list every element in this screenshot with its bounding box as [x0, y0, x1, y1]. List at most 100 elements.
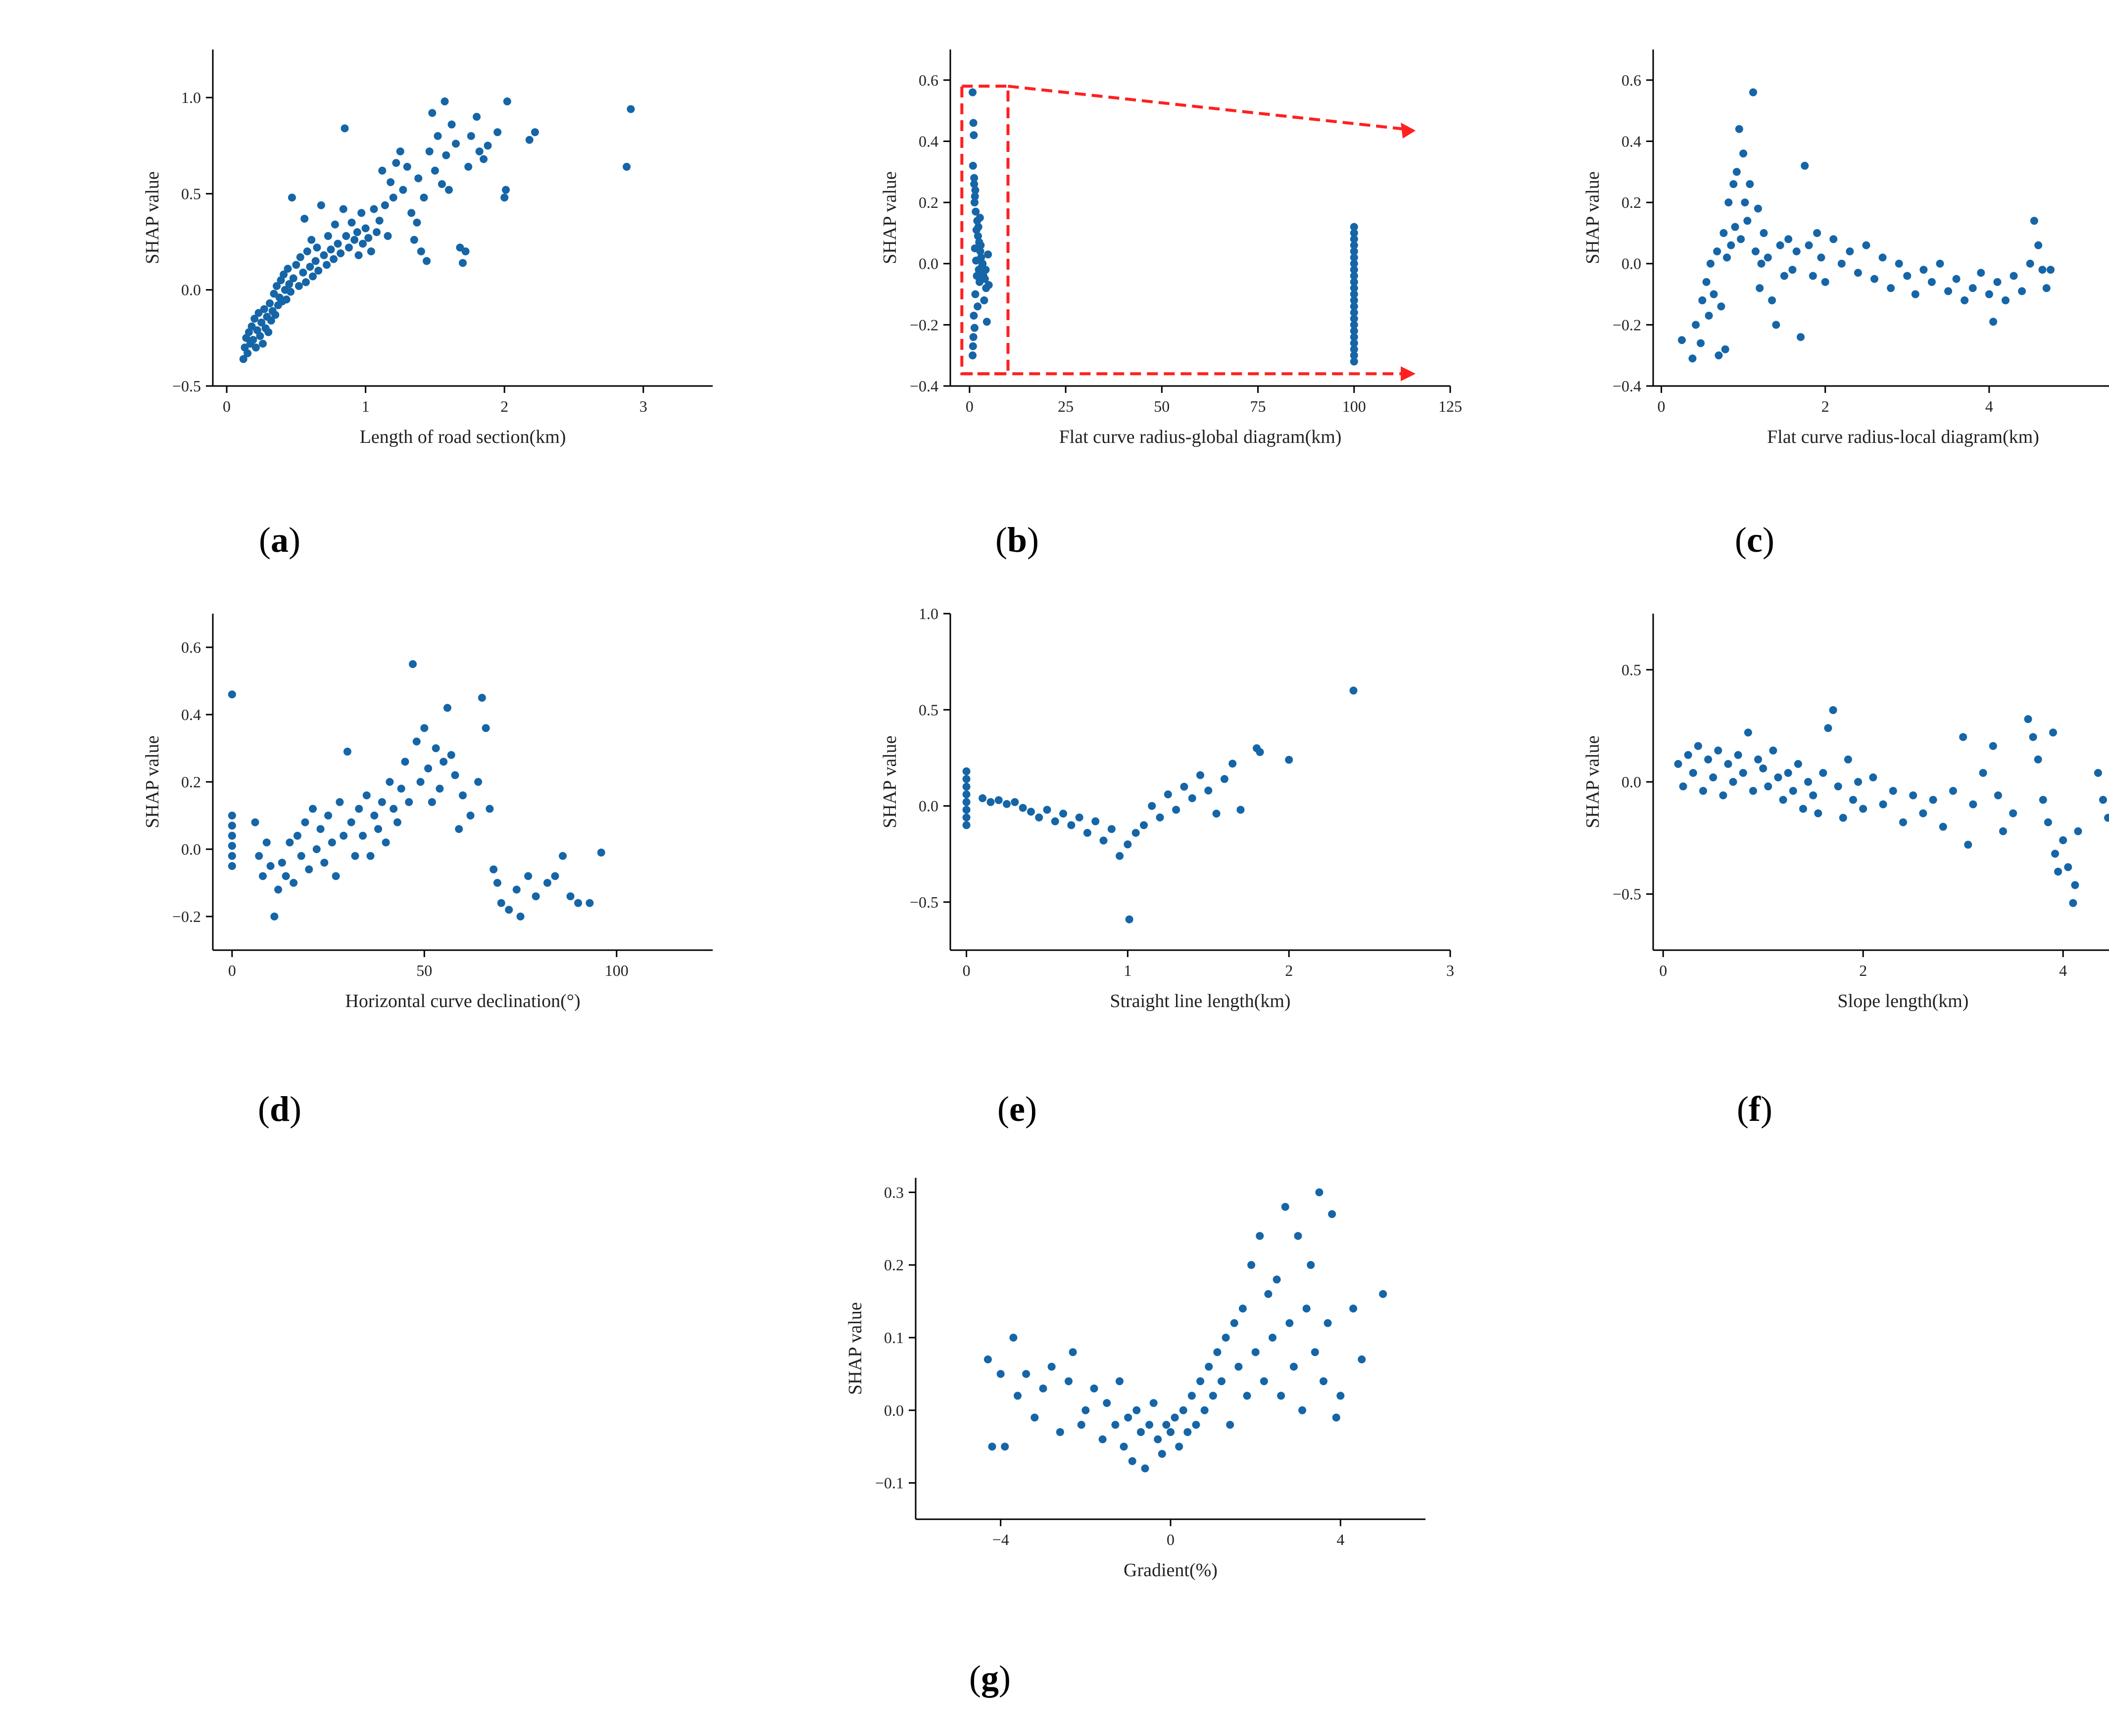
scatter-point	[1724, 760, 1732, 768]
scatter-point	[981, 266, 990, 274]
scatter-point	[2064, 863, 2072, 871]
scatter-point	[2042, 284, 2051, 292]
scatter-point	[979, 794, 987, 803]
scatter-point	[1149, 1399, 1158, 1407]
scatter-point	[2049, 728, 2057, 737]
scatter-point	[1103, 1399, 1111, 1407]
scatter-point	[1243, 1392, 1251, 1400]
y-axis-label: SHAP value	[142, 735, 163, 828]
scatter-point	[484, 142, 492, 150]
scatter-point	[441, 97, 449, 105]
scatter-point	[285, 280, 294, 289]
scatter-point	[1749, 787, 1757, 795]
scatter-point	[1081, 1406, 1090, 1414]
scatter-point	[306, 263, 314, 271]
plot-svg-e: 0 1 2 3 −0.5 0.0 0.5 1.0 Straight line length(km…	[880, 605, 1454, 1012]
x-tick-label: 50	[1154, 397, 1170, 415]
y-tick-label: 0.0	[919, 255, 938, 273]
panel-letter-text: d	[269, 1089, 290, 1129]
scatter-point	[251, 343, 260, 352]
scatter-point	[986, 798, 995, 806]
scatter-point	[2069, 899, 2077, 907]
scatter-point	[354, 251, 363, 259]
panel-letter-b: (b)	[995, 520, 1039, 560]
scatter-point	[2009, 809, 2017, 818]
scatter-point	[2010, 272, 2018, 280]
scatter-point	[1949, 787, 1957, 795]
scatter-point	[1269, 1333, 1276, 1342]
scatter-point	[1789, 787, 1797, 795]
x-tick-label: 2	[1859, 962, 1867, 979]
scatter-point	[969, 161, 977, 170]
scatter-point	[1047, 1362, 1056, 1371]
scatter-point	[1837, 259, 1846, 268]
x-tick-label: 0	[963, 962, 971, 979]
scatter-point	[1350, 308, 1358, 317]
scatter-point	[413, 218, 421, 227]
y-tick-label: 0.6	[181, 638, 201, 656]
scatter-point	[486, 805, 494, 813]
x-tick-label: 2	[500, 397, 508, 415]
scatter-point	[1035, 813, 1043, 821]
y-tick-label: 0.5	[181, 185, 201, 202]
scatter-point	[451, 140, 460, 148]
scatter-point	[370, 205, 378, 213]
scatter-point	[1164, 790, 1172, 799]
x-tick-label: 100	[605, 962, 629, 979]
scatter-point	[370, 812, 379, 820]
scatter-point	[1158, 1449, 1166, 1458]
scatter-point	[1014, 1392, 1022, 1400]
y-tick-label: 0.6	[1621, 71, 1641, 89]
scatter-point	[239, 355, 247, 363]
scatter-point	[442, 151, 450, 159]
scatter-point	[444, 186, 453, 194]
scatter-point	[1349, 1304, 1358, 1313]
scatter-point	[262, 838, 271, 847]
y-axis-label: SHAP value	[880, 171, 900, 264]
plot-svg-g: −4 0 4 −0.1 0.0 0.1 0.2 0.3 Gradient(%) SHAP valu…	[845, 1178, 1425, 1581]
panel-letter-text: c	[1747, 520, 1763, 560]
scatter-point	[524, 872, 533, 880]
y-tick-label: −0.5	[1613, 885, 1641, 903]
scatter-point	[962, 813, 971, 821]
scatter-point	[1993, 278, 2002, 286]
scatter-point	[367, 247, 375, 255]
scatter-point	[228, 842, 236, 850]
scatter-point	[1350, 253, 1358, 262]
scatter-point	[414, 174, 423, 183]
scatter-point	[1350, 266, 1358, 274]
scatter-point	[1285, 756, 1293, 764]
scatter-point	[434, 132, 442, 140]
scatter-point	[1294, 1232, 1302, 1240]
scatter-point	[424, 764, 433, 772]
scatter-point	[286, 838, 294, 847]
scatter-point	[1713, 247, 1721, 255]
scatter-point	[1111, 1421, 1120, 1429]
scatter-point	[984, 281, 993, 289]
scatter-point	[2071, 881, 2079, 889]
scatter-point	[1792, 247, 1801, 255]
scatter-point	[976, 278, 984, 286]
scatter-point	[962, 775, 971, 783]
x-tick-label: 2	[1285, 962, 1293, 979]
scatter-point	[1968, 284, 1977, 292]
scatter-point	[244, 349, 252, 357]
scatter-point	[1895, 259, 1903, 268]
scatter-point	[2054, 868, 2062, 876]
scatter-point	[1196, 771, 1204, 779]
scatter-point	[228, 690, 236, 699]
scatter-point	[1083, 828, 1091, 837]
scatter-point	[1236, 806, 1245, 814]
scatter-point	[1011, 798, 1019, 806]
scatter-point	[1702, 278, 1711, 286]
y-axis-label: SHAP value	[845, 1302, 866, 1395]
y-tick-label: 0.0	[884, 1401, 904, 1419]
x-tick-label: 50	[416, 962, 432, 979]
scatter-point	[1090, 1384, 1098, 1393]
scatter-point	[228, 831, 236, 840]
scatter-point	[340, 831, 348, 840]
scatter-point	[1989, 318, 1998, 326]
scatter-point	[451, 771, 459, 779]
